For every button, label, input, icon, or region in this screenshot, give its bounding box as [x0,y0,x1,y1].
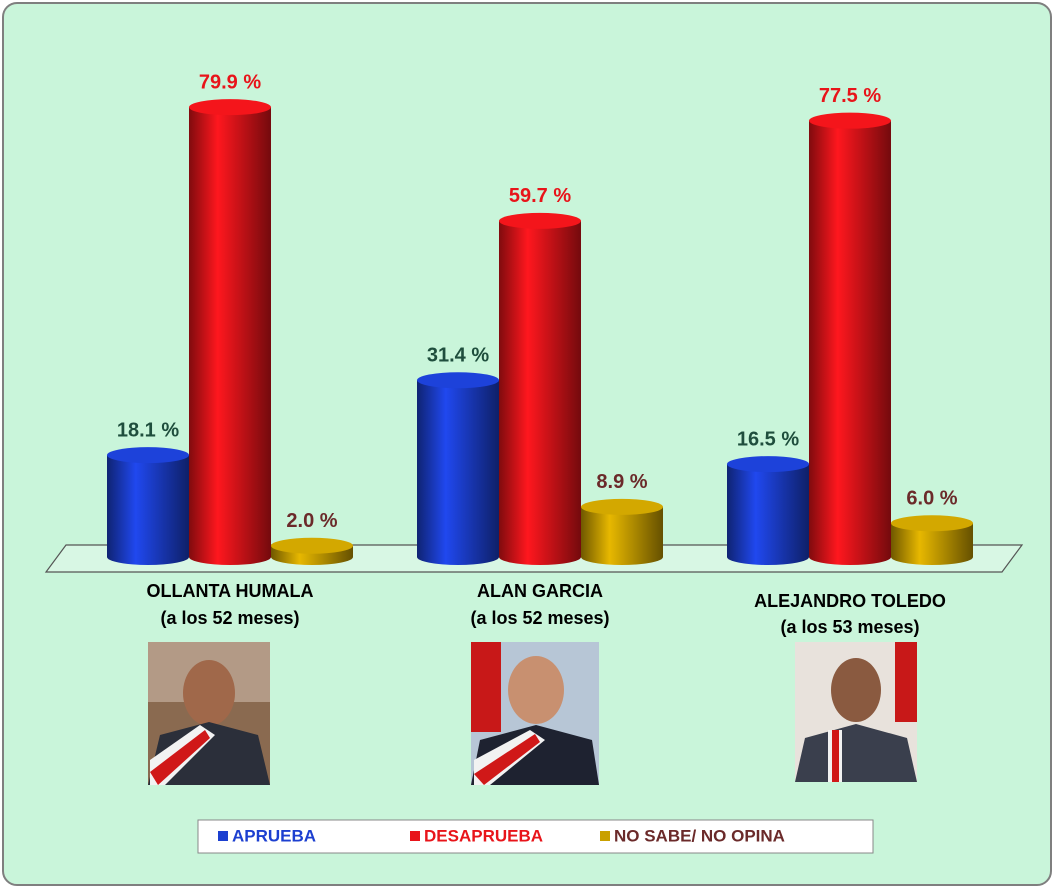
bar-top [727,456,809,473]
legend-swatch [600,831,610,841]
bar [809,120,891,566]
bar [189,107,271,566]
value-label: 2.0 % [286,510,337,532]
legend-label: DESAPRUEBA [424,826,543,845]
value-label: 79.9 % [199,71,261,93]
x-tick-label: OLLANTA HUMALA [147,581,314,601]
bar-top [809,112,891,129]
bar [581,506,663,565]
value-label: 6.0 % [906,488,957,510]
value-label: 59.7 % [509,185,571,207]
bar-top [271,537,353,554]
portrait [471,642,599,785]
portrait [795,642,917,782]
bar-top [189,99,271,116]
portrait [148,642,270,785]
bar-top [891,515,973,532]
legend [197,819,874,854]
bar-top [499,212,581,229]
x-tick-sublabel: (a los 53 meses) [780,617,919,637]
legend-swatch [410,831,420,841]
x-tick-label: ALEJANDRO TOLEDO [754,591,946,611]
bar [499,220,581,565]
value-label: 16.5 % [737,428,799,450]
x-tick-label: ALAN GARCIA [477,581,603,601]
bar-top [417,372,499,389]
bar [417,380,499,565]
bar [727,464,809,565]
bar [891,523,973,565]
x-tick-sublabel: (a los 52 meses) [160,608,299,628]
value-label: 77.5 % [819,85,881,107]
value-label: 31.4 % [427,344,489,366]
x-tick-sublabel: (a los 52 meses) [470,608,609,628]
legend-label: NO SABE/ NO OPINA [614,826,785,845]
value-label: 8.9 % [596,471,647,493]
value-label: 18.1 % [117,419,179,441]
bar-top [581,498,663,515]
legend-swatch [218,831,228,841]
bar-top [107,447,189,464]
legend-label: APRUEBA [232,826,316,845]
bar [107,455,189,565]
